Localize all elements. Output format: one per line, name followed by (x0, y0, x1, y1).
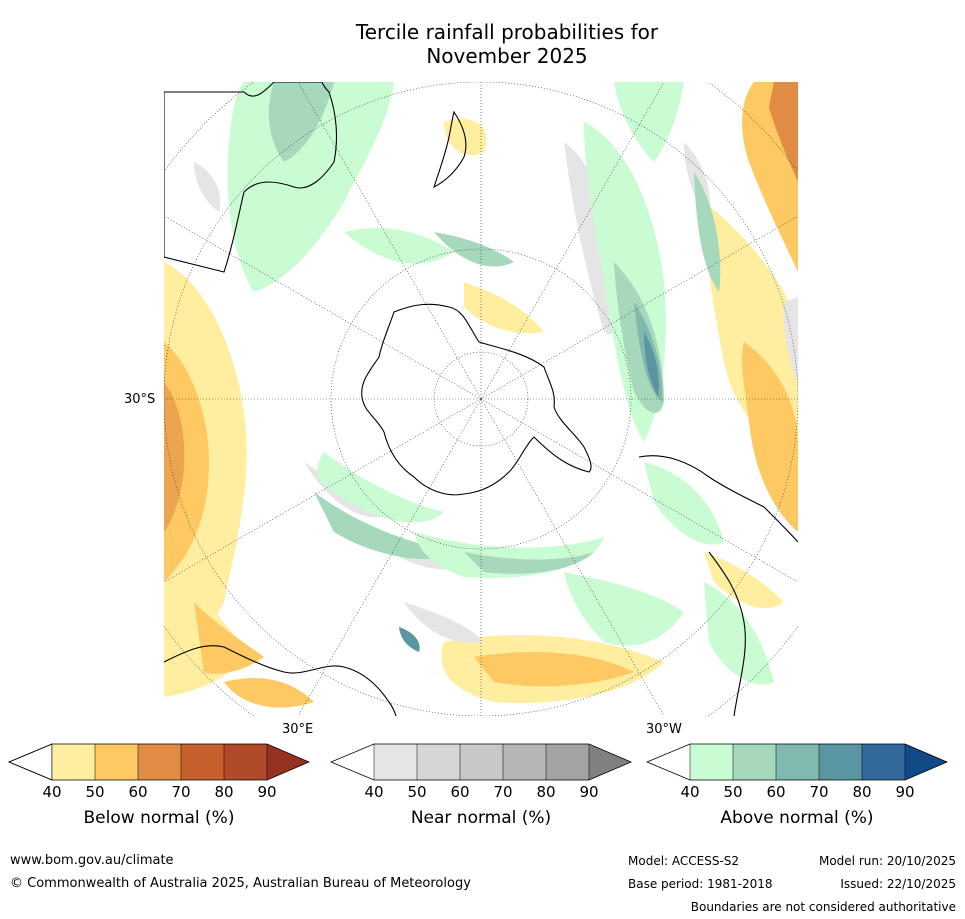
base-period-text: Base period: 1981-2018 (628, 877, 773, 891)
australia-coast (164, 82, 338, 273)
new-zealand-coast (433, 110, 467, 189)
antarctica-coast (361, 303, 592, 496)
colorbar-near-normal (330, 743, 632, 781)
graticule (164, 82, 798, 716)
colorbar-below-normal (8, 743, 310, 781)
tick-label: 50 (723, 783, 743, 801)
tick-label: 80 (214, 783, 234, 801)
tick-label: 40 (42, 783, 62, 801)
tick-label: 50 (85, 783, 105, 801)
title-line-1: Tercile rainfall probabilities for (355, 20, 659, 44)
africa-coast (164, 645, 397, 716)
copyright-text: © Commonwealth of Australia 2025, Austra… (10, 876, 471, 891)
tick-label: 40 (680, 783, 700, 801)
disclaimer-text: Boundaries are not considered authoritat… (690, 900, 956, 914)
below-normal-regions (164, 82, 798, 708)
tick-label: 70 (171, 783, 191, 801)
tick-label: 90 (895, 783, 915, 801)
polar-map (164, 82, 798, 716)
model-run-text: Model run: 20/10/2025 (818, 854, 956, 868)
tick-label: 40 (364, 783, 384, 801)
issued-text: Issued: 22/10/2025 (840, 877, 956, 891)
colorbar-below-ticks: 40 50 60 70 80 90 (8, 783, 310, 803)
chart-title: Tercile rainfall probabilities for Novem… (0, 20, 965, 68)
lon-label-30e: 30°E (282, 722, 314, 737)
tick-label: 90 (257, 783, 277, 801)
coastlines (164, 82, 798, 716)
website-link[interactable]: www.bom.gov.au/climate (10, 853, 174, 868)
tick-label: 80 (536, 783, 556, 801)
tick-label: 70 (493, 783, 513, 801)
tick-label: 80 (852, 783, 872, 801)
tick-label: 70 (809, 783, 829, 801)
south-america-coast (638, 455, 798, 543)
colorbar-above-ticks: 40 50 60 70 80 90 (646, 783, 948, 803)
lat-label-30s: 30°S (124, 392, 156, 407)
colorbar-below-label: Below normal (%) (83, 808, 235, 828)
tick-label: 60 (450, 783, 470, 801)
tick-label: 50 (407, 783, 427, 801)
title-line-2: November 2025 (426, 44, 588, 68)
colorbar-near-label: Near normal (%) (410, 808, 552, 828)
above-normal-regions (227, 82, 774, 685)
colorbar-above-normal (646, 743, 948, 781)
tick-label: 90 (579, 783, 599, 801)
tick-label: 60 (128, 783, 148, 801)
tick-label: 60 (766, 783, 786, 801)
colorbar-above-label: Above normal (%) (720, 808, 874, 828)
model-text: Model: ACCESS-S2 (628, 854, 740, 868)
colorbar-near-ticks: 40 50 60 70 80 90 (330, 783, 632, 803)
lon-label-30w: 30°W (646, 722, 682, 737)
